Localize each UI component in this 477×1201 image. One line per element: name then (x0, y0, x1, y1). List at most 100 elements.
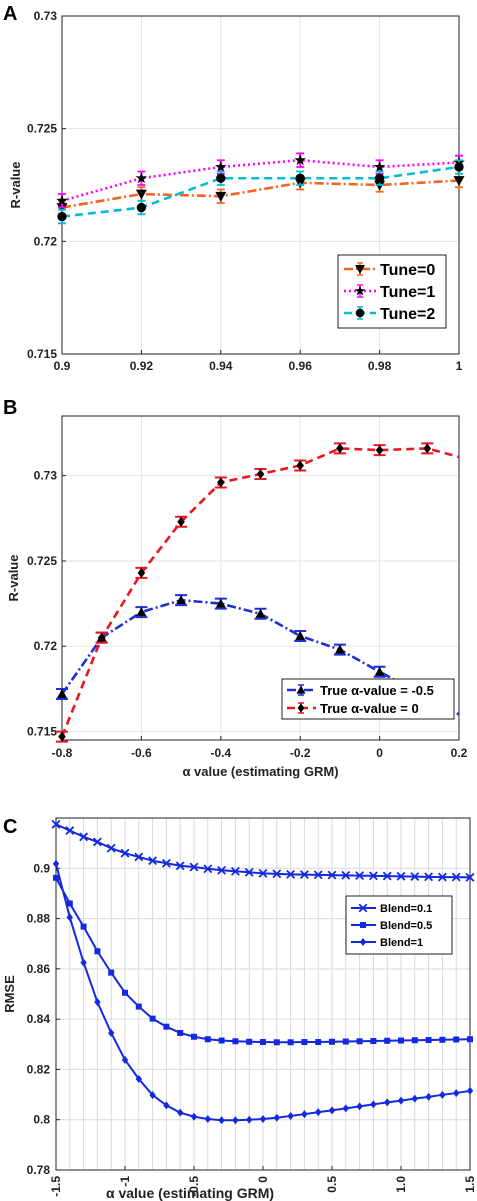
data-point (384, 1098, 391, 1107)
series-line (60, 598, 460, 716)
data-point (273, 1039, 280, 1046)
data-point (255, 608, 266, 618)
data-point (204, 1114, 211, 1123)
data-point (423, 443, 431, 454)
x-tick-label: 0.98 (368, 359, 392, 373)
data-point (135, 172, 148, 184)
data-point (191, 1033, 197, 1040)
data-point (375, 445, 384, 456)
legend-box (337, 254, 447, 329)
data-point (424, 872, 434, 882)
legend-box (281, 678, 455, 720)
data-point (259, 1114, 267, 1123)
data-point (295, 630, 306, 640)
x-axis-label: α value (estimating GRM) (106, 1185, 274, 1201)
x-tick-label: 1.0 (394, 1176, 408, 1193)
y-tick-label: 0.9 (33, 861, 50, 875)
data-point (58, 731, 66, 742)
data-point (398, 1037, 404, 1044)
data-point (177, 1108, 184, 1117)
legend-label: Blend=0.5 (380, 920, 432, 932)
data-point (260, 1039, 266, 1046)
data-point (135, 189, 147, 200)
data-point (57, 688, 67, 698)
legend-marker (354, 285, 366, 296)
data-point (80, 958, 87, 967)
data-point (94, 948, 101, 955)
data-point (177, 1029, 184, 1036)
series-line (61, 158, 460, 203)
data-point (465, 872, 475, 882)
data-point (175, 861, 185, 871)
data-point (272, 869, 282, 879)
data-point (334, 644, 345, 654)
data-point (66, 900, 73, 907)
data-point (135, 1074, 142, 1083)
data-point (313, 870, 323, 880)
data-point (246, 1115, 253, 1124)
x-tick-label: 0.92 (130, 359, 154, 373)
data-point (108, 969, 115, 976)
y-tick-label: 0.725 (27, 554, 57, 568)
data-point (373, 160, 386, 172)
legend-marker (296, 685, 306, 694)
data-point (216, 173, 226, 183)
data-point (108, 1028, 115, 1037)
data-point (453, 176, 465, 186)
data-point (425, 1092, 432, 1101)
x-axis-label: α value (estimating GRM) (182, 764, 338, 779)
panel-b-letter: B (3, 397, 17, 419)
data-point (453, 1036, 460, 1043)
data-point (328, 1106, 336, 1115)
x-tick-label: 0.5 (325, 1176, 339, 1193)
y-tick-label: 0.72 (34, 639, 58, 653)
legend-marker (360, 922, 366, 928)
y-tick-label: 0.82 (27, 1062, 51, 1076)
data-point (315, 1039, 322, 1046)
data-point (53, 874, 59, 881)
x-tick-label: -0.8 (52, 746, 73, 760)
series-line (61, 179, 460, 209)
data-point (397, 1096, 405, 1105)
data-point (215, 598, 226, 608)
data-point (451, 872, 461, 882)
data-point (134, 852, 144, 862)
legend-label: True α-value = -0.5 (320, 683, 434, 698)
data-point (410, 872, 420, 882)
data-point (97, 632, 106, 643)
plot-frame (61, 415, 460, 741)
data-point (148, 856, 158, 866)
data-point (258, 868, 268, 878)
y-tick-label: 0.73 (34, 469, 58, 483)
data-point (437, 872, 447, 882)
data-point (92, 837, 102, 847)
data-point (66, 913, 73, 922)
data-point (218, 1037, 225, 1044)
data-point (190, 1112, 198, 1121)
data-point (94, 998, 101, 1007)
legend-marker (359, 938, 367, 946)
panel-a-letter: A (3, 3, 17, 25)
y-tick-label: 0.715 (27, 347, 57, 361)
data-point (215, 160, 227, 172)
data-point (356, 1102, 363, 1111)
x-tick-label: 1.5 (463, 1176, 477, 1193)
legend-label: Tune=0 (380, 262, 435, 279)
data-point (203, 864, 213, 874)
data-point (56, 194, 68, 206)
data-point (296, 460, 304, 471)
x-tick-label: -1.5 (49, 1176, 63, 1197)
data-point (342, 1038, 349, 1045)
data-point (218, 1116, 225, 1125)
data-point (466, 1086, 474, 1095)
x-tick-label: 0.94 (209, 359, 233, 373)
data-point (232, 1116, 239, 1125)
data-point (79, 832, 89, 842)
data-point (370, 1038, 377, 1045)
data-point (204, 1036, 211, 1043)
data-point (355, 871, 365, 881)
data-point (370, 1100, 377, 1109)
data-point (329, 1038, 335, 1045)
data-point (149, 1015, 156, 1022)
